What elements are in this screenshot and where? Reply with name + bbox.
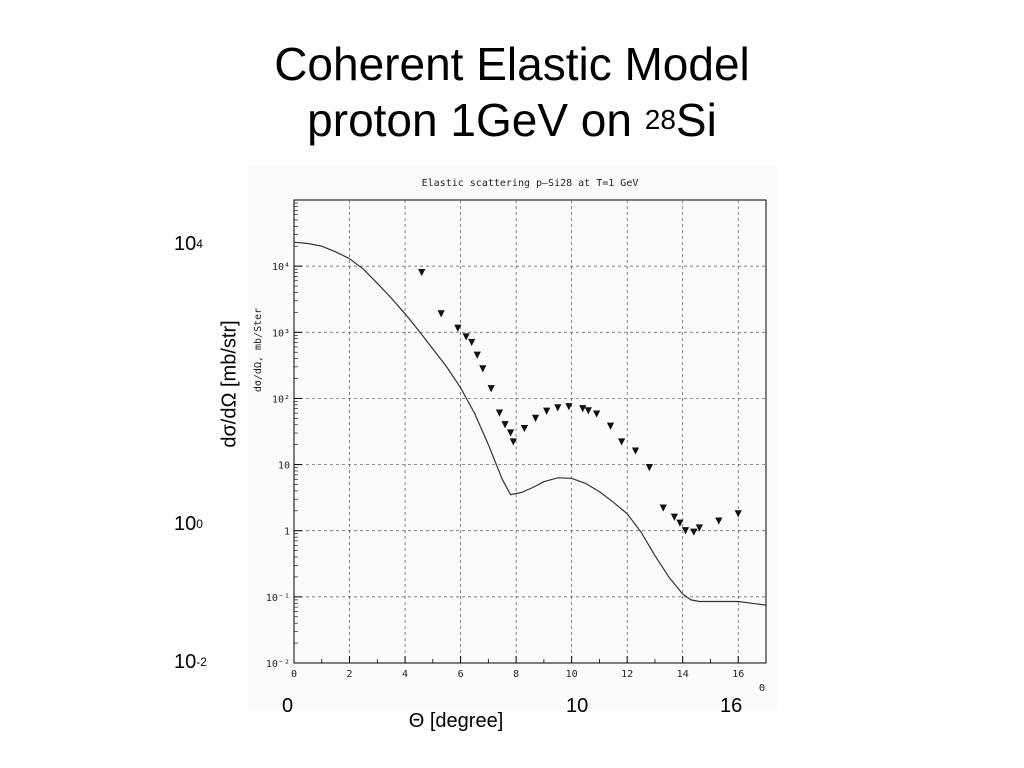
data-point	[495, 409, 504, 417]
data-point	[554, 404, 562, 412]
y-tick-label: 10²	[272, 394, 290, 405]
data-point	[676, 519, 684, 527]
outer-ytick-1e0: 100	[174, 513, 203, 535]
data-point	[645, 463, 653, 472]
outer-y-axis-label: dσ/dΩ [mb/str]	[218, 320, 241, 448]
data-point	[618, 438, 626, 446]
data-point	[501, 421, 509, 429]
theory-curve	[293, 241, 767, 606]
data-point	[473, 351, 481, 359]
x-tick-label: 0	[291, 669, 297, 680]
outer-xtick-10: 10	[566, 695, 589, 717]
data-point	[734, 510, 742, 518]
data-point	[418, 268, 426, 277]
title-line-2-prefix: proton 1GeV on	[307, 94, 645, 146]
data-point	[531, 414, 540, 422]
title-isotope-mass: 28	[644, 104, 676, 135]
data-point	[593, 410, 601, 418]
x-tick-label: 4	[402, 669, 408, 680]
y-tick-label: 10³	[272, 328, 290, 339]
outer-xtick-0: 0	[282, 695, 294, 717]
data-point	[670, 513, 678, 521]
data-point	[509, 438, 517, 446]
data-point	[454, 324, 462, 332]
data-point	[468, 338, 476, 347]
data-point	[695, 524, 703, 532]
x-tick-label: 14	[677, 669, 689, 680]
y-tick-label: 10	[278, 461, 290, 472]
plot-frame	[293, 199, 767, 664]
x-tick-label: 16	[732, 669, 744, 680]
data-point	[506, 429, 515, 437]
data-point	[681, 527, 690, 535]
inner-x-axis-label: Θ	[759, 683, 765, 694]
data-point	[631, 447, 640, 455]
data-point	[437, 310, 445, 318]
data-point	[487, 385, 495, 393]
outer-ytick-1e4: 104	[174, 233, 203, 255]
x-tick-label: 10	[566, 669, 578, 680]
y-tick-label: 1	[284, 527, 290, 538]
x-tick-label: 6	[458, 669, 464, 680]
data-point	[584, 407, 592, 415]
chart-svg: Elastic scattering p–Si28 at T=1 GeV 0 2 4 6…	[253, 178, 767, 694]
inner-y-axis-label: dσ/dΩ, mb/Ster	[253, 308, 264, 392]
outer-ytick-1e-2: 10-2	[174, 651, 207, 673]
data-point	[690, 528, 698, 536]
data-point	[565, 403, 573, 411]
slide-title: Coherent Elastic Model proton 1GeV on 28…	[0, 36, 1024, 148]
inner-chart-title: Elastic scattering p–Si28 at T=1 GeV	[422, 178, 639, 189]
y-tick-label: 10⁴	[272, 262, 290, 273]
y-tick-label: 10⁻²	[266, 659, 290, 670]
data-point	[462, 333, 470, 341]
data-point	[579, 405, 587, 413]
data-point	[479, 365, 487, 373]
y-tick-label: 10⁻¹	[266, 593, 290, 604]
plot-image: Elastic scattering p–Si28 at T=1 GeV 0 2 4 6…	[248, 166, 778, 710]
title-element: Si	[675, 94, 717, 146]
x-tick-label: 12	[621, 669, 633, 680]
title-line-1: Coherent Elastic Model	[274, 38, 750, 90]
data-point	[520, 424, 529, 433]
data-point	[543, 407, 551, 415]
data-point	[659, 504, 667, 512]
data-point	[606, 422, 615, 430]
outer-x-axis-label: Θ [degree]	[408, 710, 504, 732]
x-tick-label: 2	[347, 669, 353, 680]
x-tick-label: 8	[513, 669, 519, 680]
data-point	[715, 517, 723, 525]
outer-xtick-16: 16	[720, 695, 743, 717]
title-line-2: proton 1GeV on 28Si	[307, 94, 717, 146]
